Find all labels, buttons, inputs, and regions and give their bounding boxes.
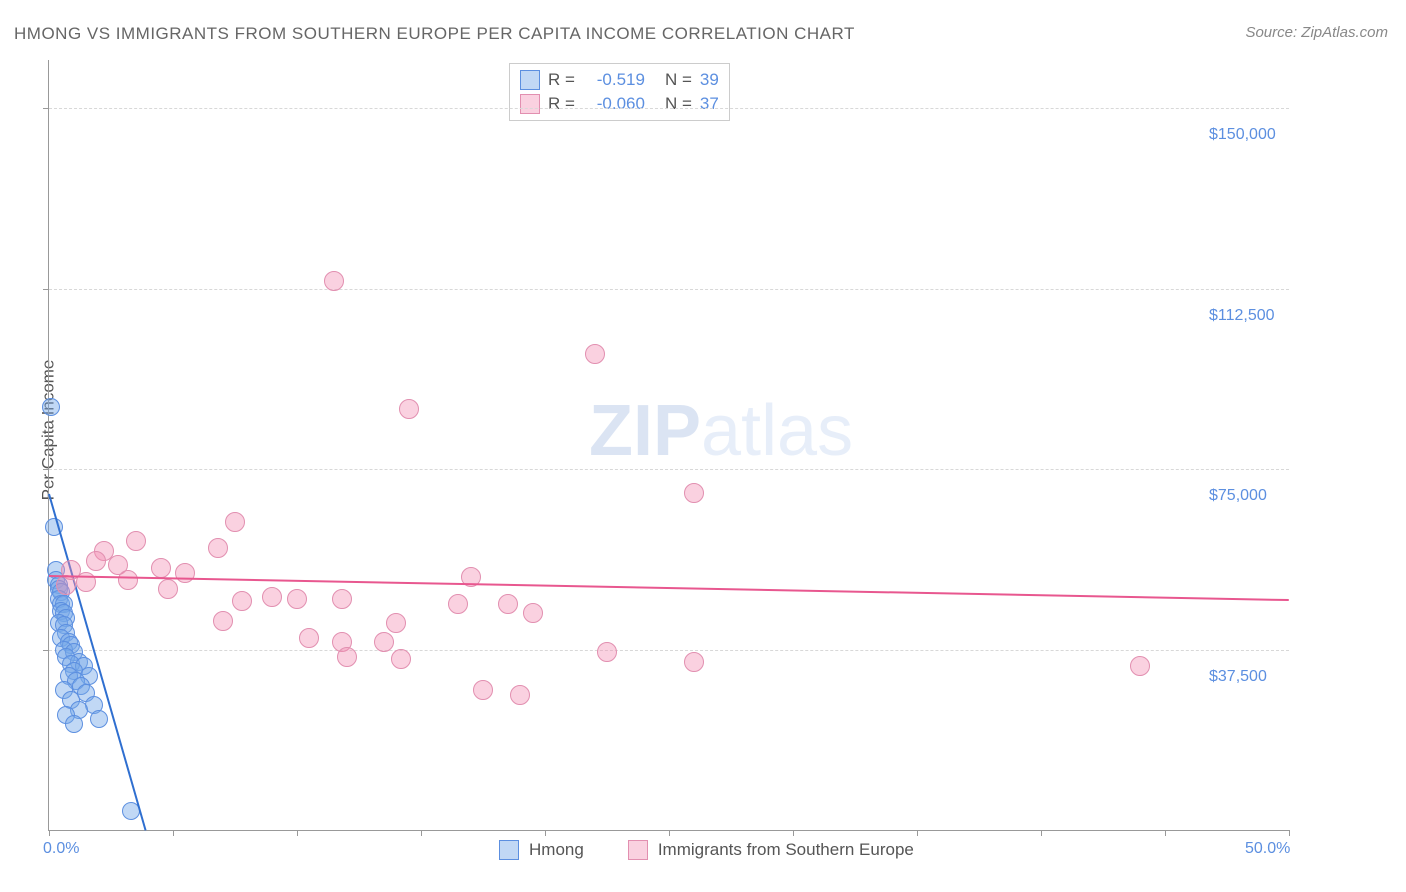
x-tick — [49, 830, 50, 836]
x-tick — [545, 830, 546, 836]
data-point-south-europe — [332, 589, 352, 609]
data-point-south-europe — [232, 591, 252, 611]
y-tick — [43, 469, 49, 470]
x-tick — [1041, 830, 1042, 836]
y-tick — [43, 108, 49, 109]
data-point-south-europe — [118, 570, 138, 590]
data-point-south-europe — [585, 344, 605, 364]
y-tick — [43, 650, 49, 651]
data-point-south-europe — [86, 551, 106, 571]
y-tick-label: $150,000 — [1209, 126, 1299, 144]
data-point-south-europe — [213, 611, 233, 631]
data-point-south-europe — [151, 558, 171, 578]
stats-legend: R = -0.519 N = 39 R = -0.060 N = 37 — [509, 63, 730, 121]
x-tick — [173, 830, 174, 836]
watermark: ZIPatlas — [589, 390, 853, 472]
data-point-south-europe — [1130, 656, 1150, 676]
legend-label-south-europe: Immigrants from Southern Europe — [658, 840, 914, 860]
chart-title: HMONG VS IMMIGRANTS FROM SOUTHERN EUROPE… — [14, 24, 855, 44]
scatter-plot-area: ZIPatlas R = -0.519 N = 39 R = -0.060 N … — [48, 60, 1289, 831]
data-point-south-europe — [374, 632, 394, 652]
stats-row-south-europe: R = -0.060 N = 37 — [520, 92, 719, 116]
data-point-south-europe — [448, 594, 468, 614]
data-point-south-europe — [262, 587, 282, 607]
x-tick — [1289, 830, 1290, 836]
data-point-south-europe — [208, 538, 228, 558]
x-tick — [421, 830, 422, 836]
stats-row-hmong: R = -0.519 N = 39 — [520, 68, 719, 92]
data-point-south-europe — [299, 628, 319, 648]
series-legend: Hmong Immigrants from Southern Europe — [499, 840, 914, 860]
x-tick — [669, 830, 670, 836]
x-tick-label: 50.0% — [1245, 840, 1290, 858]
data-point-south-europe — [473, 680, 493, 700]
data-point-south-europe — [287, 589, 307, 609]
data-point-south-europe — [498, 594, 518, 614]
data-point-south-europe — [225, 512, 245, 532]
data-point-south-europe — [684, 483, 704, 503]
gridline — [49, 289, 1289, 290]
data-point-south-europe — [158, 579, 178, 599]
y-tick-label: $112,500 — [1209, 307, 1299, 325]
y-tick-label: $75,000 — [1209, 487, 1299, 505]
x-tick — [297, 830, 298, 836]
data-point-south-europe — [523, 603, 543, 623]
gridline — [49, 469, 1289, 470]
data-point-south-europe — [510, 685, 530, 705]
legend-swatch-hmong — [499, 840, 519, 860]
data-point-south-europe — [126, 531, 146, 551]
swatch-hmong — [520, 70, 540, 90]
x-tick-label: 0.0% — [43, 840, 79, 858]
y-tick-label: $37,500 — [1209, 668, 1299, 686]
data-point-hmong — [65, 715, 83, 733]
data-point-hmong — [42, 398, 60, 416]
gridline — [49, 650, 1289, 651]
x-tick — [1165, 830, 1166, 836]
swatch-south-europe — [520, 94, 540, 114]
data-point-south-europe — [56, 575, 76, 595]
x-tick — [917, 830, 918, 836]
data-point-south-europe — [386, 613, 406, 633]
x-tick — [793, 830, 794, 836]
data-point-south-europe — [684, 652, 704, 672]
legend-label-hmong: Hmong — [529, 840, 584, 860]
gridline — [49, 108, 1289, 109]
data-point-south-europe — [391, 649, 411, 669]
source-attribution: Source: ZipAtlas.com — [1245, 24, 1388, 41]
data-point-hmong — [90, 710, 108, 728]
data-point-south-europe — [597, 642, 617, 662]
data-point-south-europe — [337, 647, 357, 667]
data-point-south-europe — [399, 399, 419, 419]
legend-swatch-south-europe — [628, 840, 648, 860]
data-point-south-europe — [324, 271, 344, 291]
y-tick — [43, 289, 49, 290]
